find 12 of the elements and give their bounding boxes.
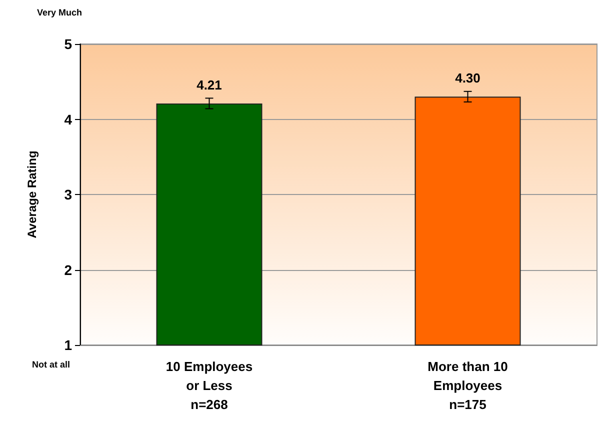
y-tick-label: 1 (64, 337, 72, 353)
y-tick-label: 2 (64, 262, 72, 278)
y-axis-title: Average Rating (25, 150, 39, 238)
data-label: 4.21 (196, 77, 222, 92)
x-tick-label: More than 10 Employees n=175 (428, 359, 508, 412)
text: Very Much (37, 8, 82, 18)
x-tick-label: 10 Employees or Less n=268 (166, 359, 253, 412)
y-tick-label: 5 (64, 36, 72, 52)
y-tick-label: 4 (64, 111, 72, 128)
text: Not at all (32, 360, 70, 370)
y-tick-label: 3 (64, 186, 72, 202)
data-label: 4.30 (455, 70, 480, 86)
